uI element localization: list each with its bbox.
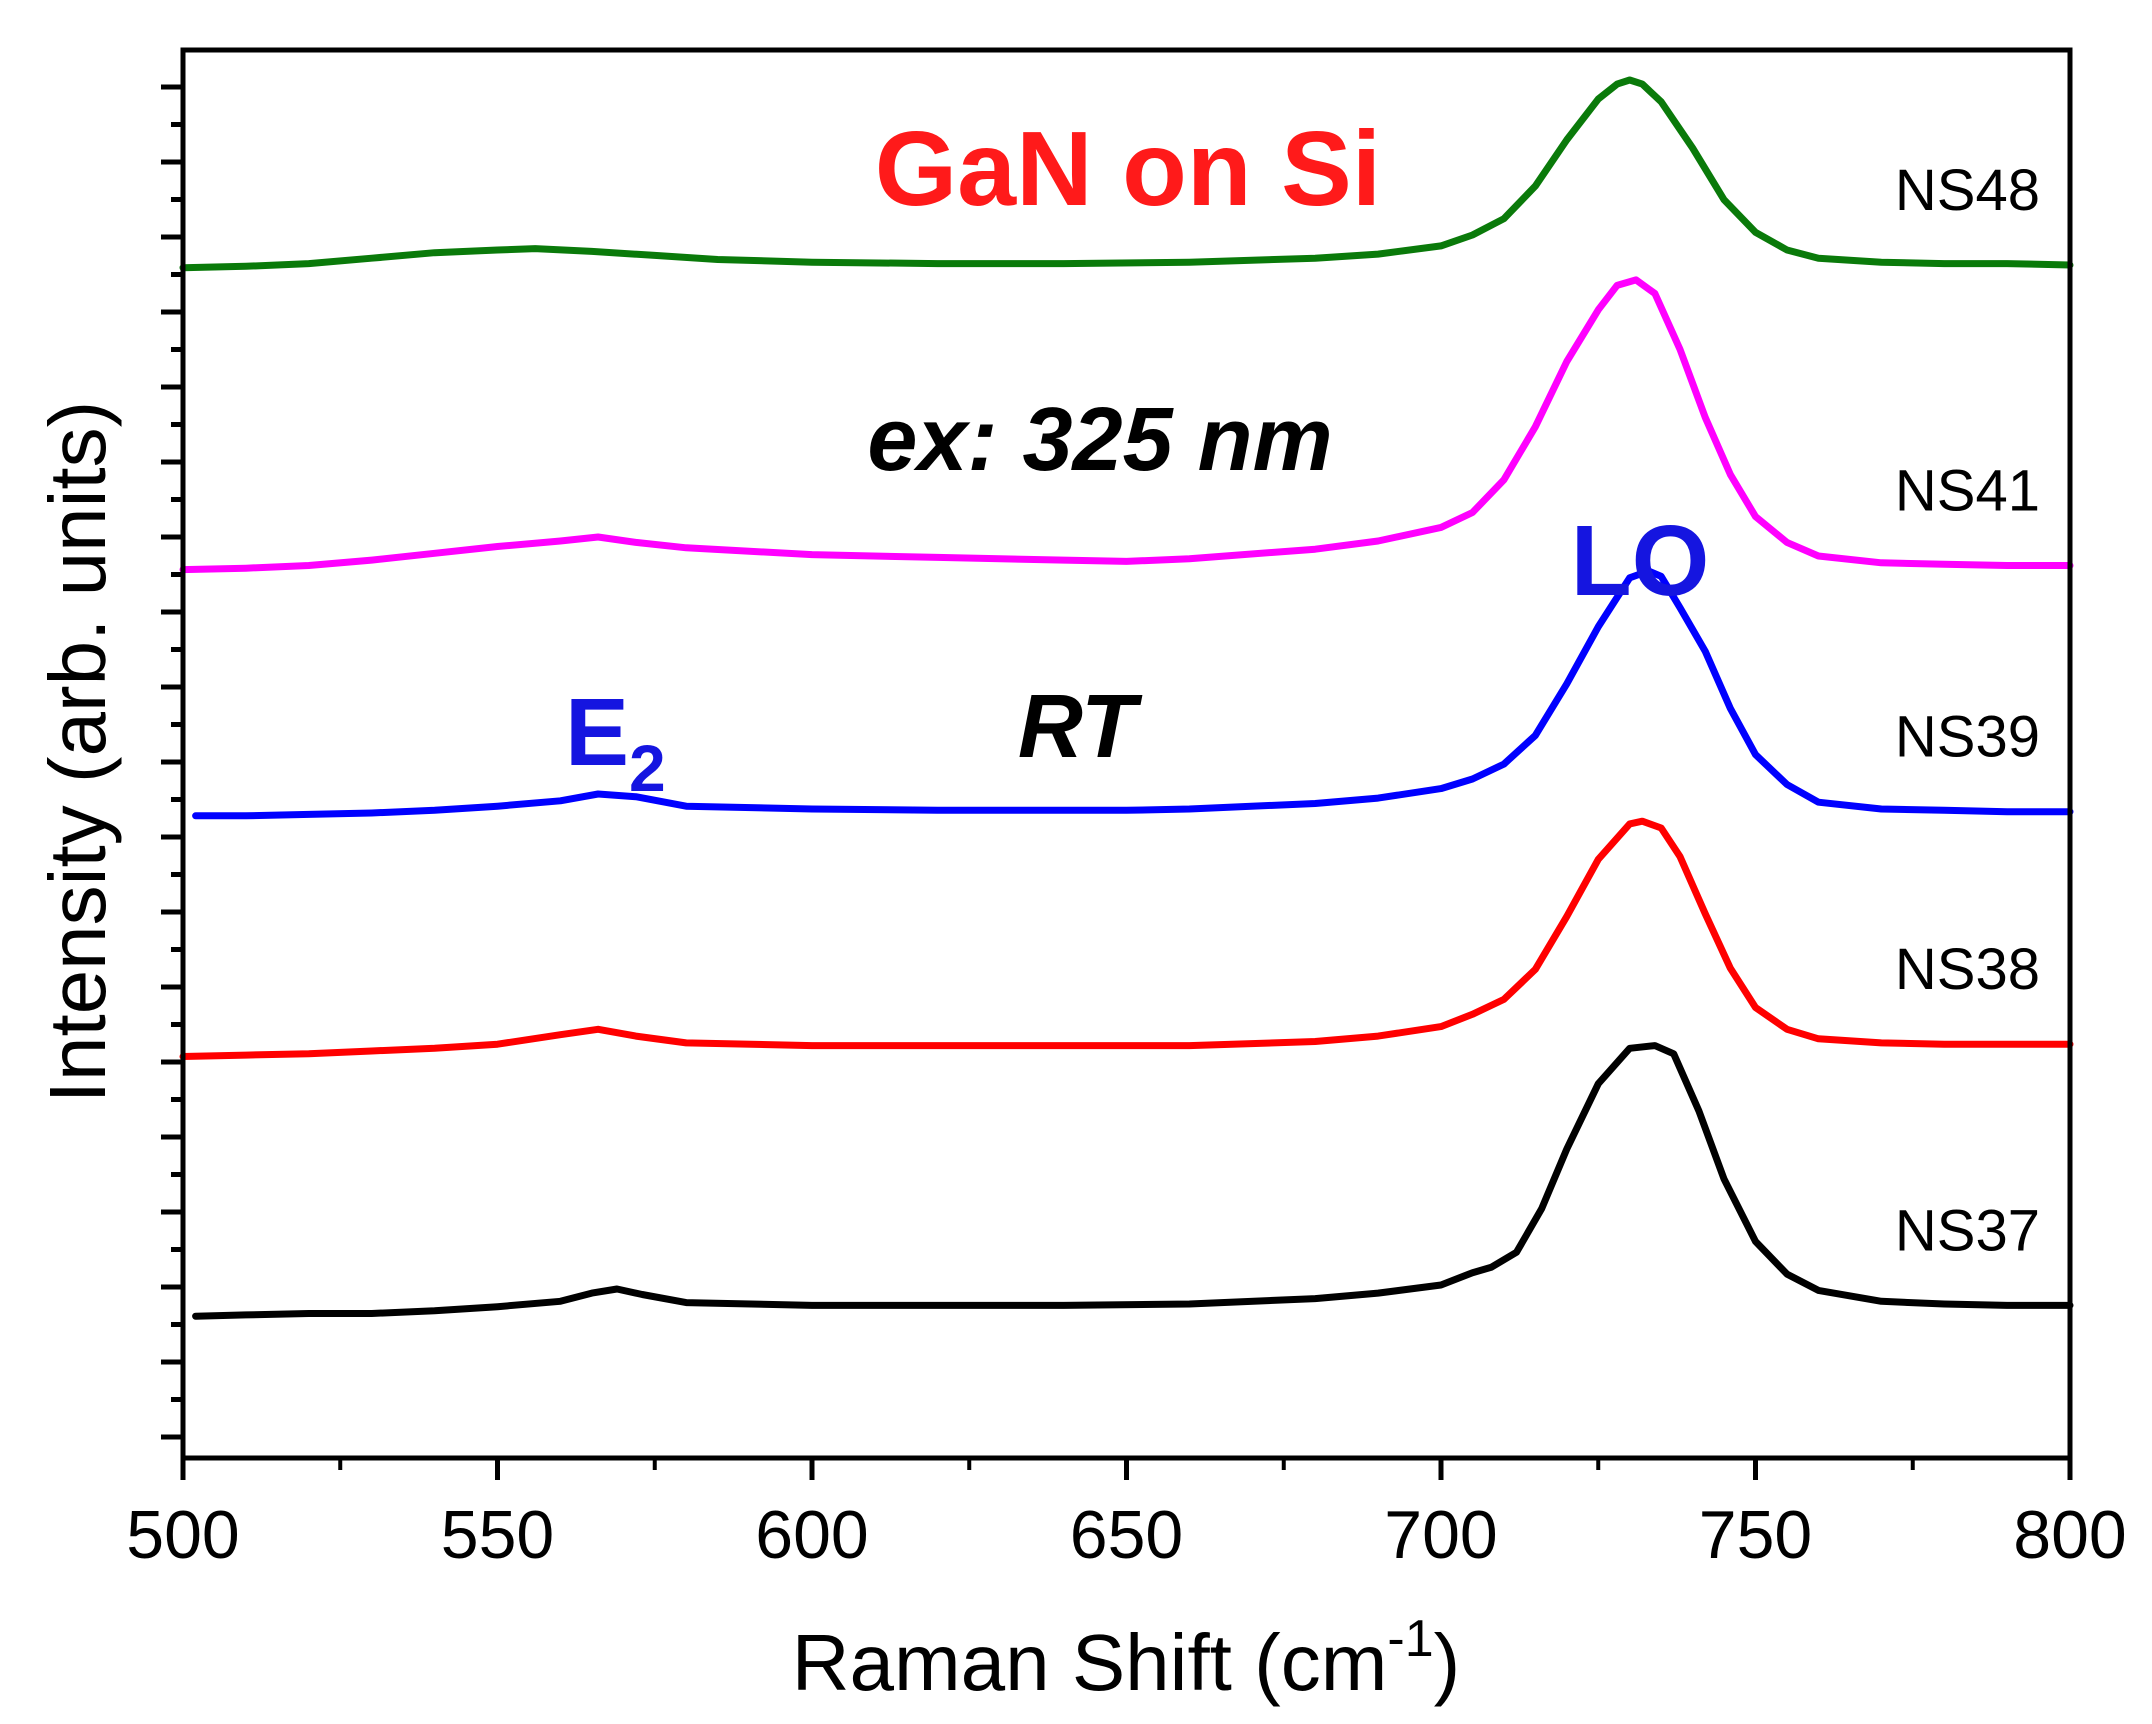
spectra-traces — [179, 76, 2074, 1320]
series-labels: NS48 NS41 NS39 NS38 NS37 — [1895, 158, 2040, 1263]
x-tick-label: 800 — [2013, 1497, 2126, 1573]
x-axis-ticks: 500 550 600 650 700 750 800 — [126, 1458, 2127, 1573]
x-tick-label: 700 — [1384, 1497, 1497, 1573]
series-label-ns39: NS39 — [1895, 705, 2040, 770]
title-annotation: GaN on Si — [875, 110, 1382, 228]
e2-mode-label: E2 — [565, 679, 666, 805]
y-axis-label: Intensity (arb. units) — [33, 401, 122, 1104]
x-axis-label: Raman Shift (cm-1) — [792, 1610, 1461, 1707]
x-tick-label: 550 — [441, 1497, 554, 1573]
series-line-ns48 — [179, 76, 2074, 272]
series-line-ns38 — [179, 817, 2074, 1060]
series-line-ns39 — [192, 567, 2074, 820]
temperature-annotation: RT — [1018, 677, 1143, 777]
y-axis-ticks — [161, 84, 183, 1440]
excitation-annotation: ex: 325 nm — [867, 390, 1332, 490]
x-tick-label: 500 — [126, 1497, 239, 1573]
x-tick-label: 750 — [1699, 1497, 1812, 1573]
x-tick-label: 600 — [755, 1497, 868, 1573]
series-line-ns41 — [179, 276, 2074, 574]
series-label-ns41: NS41 — [1895, 459, 2040, 524]
x-tick-label: 650 — [1070, 1497, 1183, 1573]
series-label-ns48: NS48 — [1895, 158, 2040, 223]
lo-mode-label: LO — [1571, 505, 1710, 617]
series-label-ns37: NS37 — [1895, 1198, 2040, 1263]
series-line-ns37 — [192, 1042, 2074, 1320]
series-label-ns38: NS38 — [1895, 937, 2040, 1002]
